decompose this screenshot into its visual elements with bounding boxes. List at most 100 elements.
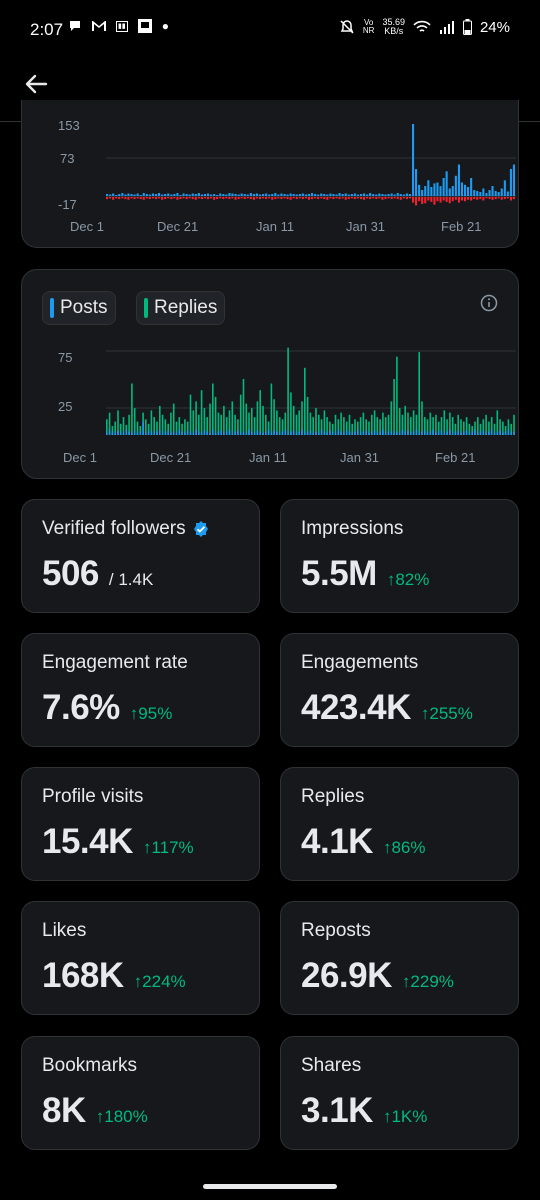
negative-bar <box>200 197 203 200</box>
negative-bar <box>274 197 277 200</box>
back-arrow-icon[interactable] <box>20 68 52 100</box>
negative-bar <box>506 197 509 199</box>
replies-bar <box>343 417 345 435</box>
posts-bar <box>449 429 451 435</box>
replies-bar <box>502 421 504 435</box>
posts-bar <box>454 431 457 435</box>
posts-bar <box>167 430 169 435</box>
positive-bar <box>491 186 494 196</box>
negative-bar <box>317 197 320 200</box>
metric-card-verified-followers[interactable]: Verified followers 506 / 1.4K <box>21 499 260 613</box>
info-icon[interactable] <box>480 294 498 312</box>
replies-bar <box>281 419 284 435</box>
app-badge-icon: ▮▮ <box>116 20 128 32</box>
metric-card-replies[interactable]: Replies 4.1K ↑86% <box>280 767 519 881</box>
replies-bar <box>270 383 273 435</box>
negative-bar <box>167 197 170 199</box>
legend-label: Posts <box>60 297 108 318</box>
metric-card-profile-visits[interactable]: Profile visits 15.4K ↑117% <box>21 767 260 881</box>
replies-bar <box>111 426 114 435</box>
replies-bar <box>156 421 158 435</box>
replies-bar <box>245 403 248 435</box>
posts-bar <box>426 432 429 435</box>
negative-bar <box>433 197 436 205</box>
negative-bar <box>222 197 225 200</box>
legend-posts[interactable]: Posts <box>42 291 116 325</box>
positive-bar <box>274 193 277 196</box>
positive-bar <box>115 195 118 196</box>
x-tick-label: Jan 11 <box>256 219 295 234</box>
metric-card-reposts[interactable]: Reposts 26.9K ↑229% <box>280 901 519 1015</box>
negative-bar <box>304 197 307 199</box>
replies-bar <box>122 417 125 435</box>
posts-bar <box>437 431 440 435</box>
posts-bar <box>220 430 222 435</box>
positive-bar <box>329 193 332 196</box>
metric-card-likes[interactable]: Likes 168K ↑224% <box>21 901 260 1015</box>
posts-bar <box>276 431 278 435</box>
negative-bar <box>289 197 292 200</box>
posts-bar <box>432 429 434 435</box>
negative-bar <box>255 197 258 199</box>
negative-bar <box>482 197 485 201</box>
metric-card-engagement-rate[interactable]: Engagement rate 7.6% ↑95% <box>21 633 260 747</box>
home-indicator[interactable] <box>203 1184 337 1189</box>
negative-bar <box>436 197 439 202</box>
posts-bar <box>164 431 167 435</box>
negative-bar <box>503 197 506 200</box>
positive-bar <box>130 194 133 196</box>
negative-bar <box>311 197 314 200</box>
replies-bar <box>479 423 482 435</box>
positive-bar <box>311 193 314 196</box>
positive-bar <box>341 194 344 196</box>
negative-bar <box>246 197 249 199</box>
replies-bar <box>231 401 234 435</box>
metric-card-shares[interactable]: Shares 3.1K ↑1K% <box>280 1036 519 1150</box>
metric-card-engagements[interactable]: Engagements 423.4K ↑255% <box>280 633 519 747</box>
metric-card-bookmarks[interactable]: Bookmarks 8K ↑180% <box>21 1036 260 1150</box>
negative-bar <box>418 197 421 202</box>
positive-bar <box>112 193 115 196</box>
negative-bar <box>424 197 427 204</box>
metric-change: ↑86% <box>382 838 426 857</box>
positive-bar <box>292 194 295 196</box>
replies-bar <box>443 410 446 435</box>
x-tick-label: Feb 21 <box>441 219 482 234</box>
posts-bar <box>161 432 164 435</box>
replies-bar <box>114 421 116 435</box>
x-tick-label: Jan 31 <box>340 450 380 465</box>
positive-bar <box>185 194 188 196</box>
negative-bar <box>421 197 424 204</box>
legend-replies[interactable]: Replies <box>136 291 226 325</box>
posts-bar <box>108 429 111 435</box>
posts-bar <box>270 432 273 435</box>
posts-bar <box>192 432 195 435</box>
positive-bar <box>203 194 206 196</box>
posts-bar <box>119 431 122 435</box>
replies-bar <box>119 423 122 435</box>
negative-bar <box>136 197 139 199</box>
replies-bar <box>189 394 192 435</box>
replies-bar <box>435 414 437 435</box>
posts-bar <box>242 431 245 435</box>
negative-bar <box>445 197 448 202</box>
posts-bar <box>371 431 373 435</box>
positive-bar <box>197 193 200 196</box>
positive-bar <box>421 190 424 196</box>
replies-bar <box>198 414 200 435</box>
negative-bar <box>384 197 387 200</box>
posts-bar <box>234 431 236 435</box>
positive-bar <box>488 190 491 196</box>
positive-bar <box>372 194 375 196</box>
posts-bar <box>245 432 248 435</box>
replies-bar <box>301 401 303 435</box>
metric-value: 7.6% ↑95% <box>42 688 173 727</box>
positive-bar <box>176 193 179 196</box>
positive-bar <box>255 193 258 196</box>
metric-card-impressions[interactable]: Impressions 5.5M ↑82% <box>280 499 519 613</box>
posts-bar <box>485 432 487 435</box>
replies-bar <box>117 410 119 435</box>
replies-bar <box>234 414 236 435</box>
replies-bar <box>393 379 395 435</box>
negative-bar <box>207 197 210 200</box>
